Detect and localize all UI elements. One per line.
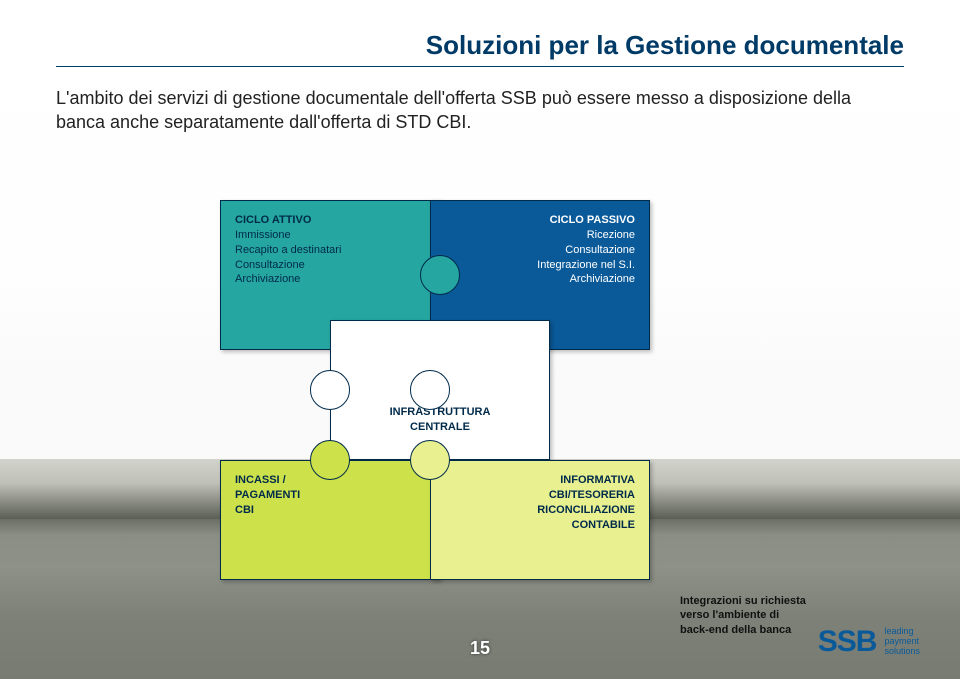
piece-line: Consultazione: [235, 258, 425, 273]
puzzle-knob: [410, 440, 450, 480]
piece-line: Integrazione nel S.I.: [445, 258, 635, 273]
piece-title: INFORMATIVA: [445, 473, 635, 488]
piece-title: CICLO PASSIVO: [445, 213, 635, 228]
ssb-logo: SSB leading payment solutions: [818, 625, 920, 659]
annotation-line: Integrazioni su richiesta: [680, 594, 860, 608]
piece-line: Consultazione: [445, 243, 635, 258]
piece-title: CICLO ATTIVO: [235, 213, 425, 228]
puzzle-diagram: CICLO ATTIVO Immissione Recapito a desti…: [220, 200, 740, 600]
intro-text: L'ambito dei servizi di gestione documen…: [56, 86, 904, 135]
piece-line: PAGAMENTI: [235, 488, 425, 503]
piece-line: CBI: [235, 503, 425, 518]
piece-line: Archiviazione: [445, 272, 635, 287]
puzzle-knob: [310, 370, 350, 410]
piece-line: RICONCILIAZIONE: [445, 503, 635, 518]
piece-line: CENTRALE: [345, 420, 535, 435]
slide-title: Soluzioni per la Gestione documentale: [426, 30, 904, 61]
title-underline: [56, 66, 904, 67]
puzzle-knob: [310, 440, 350, 480]
annotation-line: verso l'ambiente di: [680, 608, 860, 622]
piece-line: Recapito a destinatari: [235, 243, 425, 258]
piece-line: CONTABILE: [445, 518, 635, 533]
piece-line: INFRASTRUTTURA: [345, 405, 535, 420]
page-number: 15: [470, 638, 490, 659]
piece-line: Ricezione: [445, 228, 635, 243]
piece-line: Immissione: [235, 228, 425, 243]
logo-tagline: leading payment solutions: [884, 627, 920, 657]
puzzle-knob: [410, 370, 450, 410]
puzzle-knob: [420, 255, 460, 295]
logo-tag-line: solutions: [884, 647, 920, 657]
logo-text: SSB: [818, 625, 877, 659]
piece-line: Archiviazione: [235, 272, 425, 287]
piece-line: CBI/TESORERIA: [445, 488, 635, 503]
piece-informativa: INFORMATIVA CBI/TESORERIA RICONCILIAZION…: [430, 460, 650, 580]
